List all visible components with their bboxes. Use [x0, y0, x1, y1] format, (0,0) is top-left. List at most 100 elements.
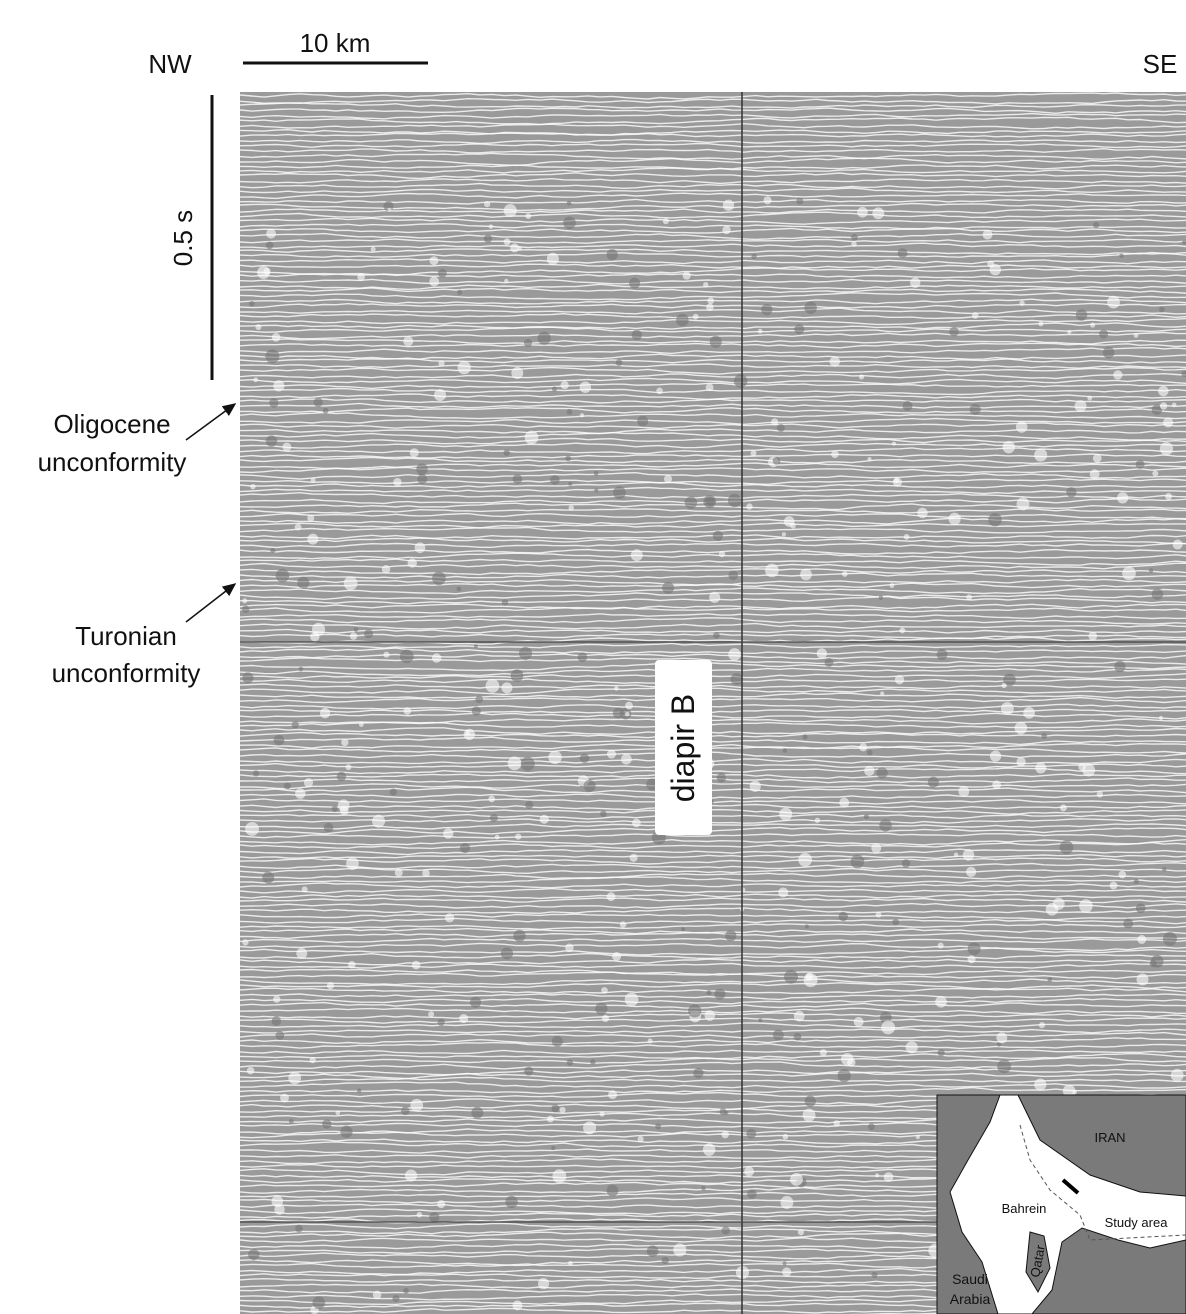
noise [761, 303, 773, 316]
reflector [240, 548, 1186, 555]
noise [1038, 321, 1044, 327]
noise [880, 691, 885, 696]
noise [392, 1294, 400, 1303]
reflector [240, 1028, 1186, 1034]
noise [249, 300, 255, 307]
noise [437, 1200, 446, 1209]
noise [692, 313, 699, 320]
noise [793, 1010, 805, 1022]
reflector [240, 138, 1186, 145]
noise [867, 457, 872, 462]
noise [624, 711, 630, 717]
noise [833, 1120, 840, 1127]
noise [1181, 371, 1186, 377]
noise [1001, 682, 1007, 689]
noise [1159, 402, 1168, 410]
noise [800, 568, 812, 581]
reflector [240, 417, 1186, 426]
noise [512, 1300, 523, 1311]
noise [992, 780, 1002, 790]
noise [1035, 762, 1047, 774]
reflector [240, 263, 1186, 269]
noise [889, 583, 895, 588]
noise [513, 929, 526, 942]
noise [601, 987, 608, 994]
noise [772, 1029, 784, 1041]
reflector [240, 978, 1186, 986]
noise [551, 386, 557, 392]
noise [794, 324, 805, 335]
noise [1079, 899, 1093, 913]
noise [483, 234, 493, 243]
noise [688, 1004, 702, 1018]
noise [1163, 417, 1174, 428]
noise [357, 1088, 362, 1093]
noise [501, 682, 513, 694]
noise [551, 1104, 560, 1113]
noise [1062, 1084, 1076, 1098]
noise [524, 1066, 534, 1076]
noise [296, 947, 308, 959]
noise [996, 1042, 1002, 1047]
noise [280, 1093, 289, 1103]
noise [624, 992, 639, 1007]
map-label: Saudi [952, 1271, 988, 1287]
noise [311, 622, 326, 636]
noise [829, 356, 841, 367]
noise [758, 1018, 763, 1023]
noise [381, 565, 391, 574]
reflector [240, 1061, 1186, 1070]
reflector [240, 612, 1186, 620]
noise [414, 542, 426, 554]
reflector [240, 258, 1186, 265]
reflector [240, 152, 1186, 160]
noise [1152, 470, 1159, 477]
noise [656, 387, 663, 395]
annotation: unconformity [38, 447, 187, 477]
noise [982, 229, 993, 240]
reflector [240, 857, 1186, 865]
noise [625, 701, 633, 710]
reflector [240, 923, 1186, 931]
reflector [240, 636, 1186, 645]
noise [358, 722, 364, 727]
noise [489, 813, 498, 822]
noise [682, 271, 691, 280]
reflector [240, 238, 1186, 244]
reflector [240, 322, 1186, 330]
noise [614, 686, 619, 691]
noise [568, 1260, 573, 1266]
noise [802, 734, 808, 740]
noise [1158, 385, 1169, 397]
noise [1159, 306, 1165, 313]
noise [962, 849, 975, 861]
inset-map: IRAN Bahrein Study area Qatar Saudi Arab… [936, 1094, 1186, 1314]
noise [590, 1059, 596, 1065]
noise [783, 516, 795, 527]
noise [967, 942, 981, 956]
noise [744, 1166, 755, 1177]
noise [1099, 329, 1109, 339]
noise [469, 996, 482, 1008]
noise [511, 367, 524, 379]
noise [594, 488, 599, 493]
reflector [240, 437, 1186, 445]
noise [262, 871, 275, 884]
noise [500, 947, 514, 960]
reflector [240, 823, 1186, 830]
noise [319, 707, 331, 719]
noise [275, 568, 290, 583]
noise [684, 496, 698, 509]
noise [520, 756, 535, 771]
noise [721, 1130, 729, 1139]
noise [323, 822, 334, 833]
noise [341, 738, 349, 747]
diapir-label: diapir B [665, 694, 701, 803]
reflector [240, 987, 1186, 995]
noise [331, 805, 338, 813]
reflector [240, 387, 1186, 396]
noise [288, 1071, 302, 1085]
noise [859, 743, 868, 752]
noise [503, 449, 510, 456]
noise [728, 570, 739, 581]
